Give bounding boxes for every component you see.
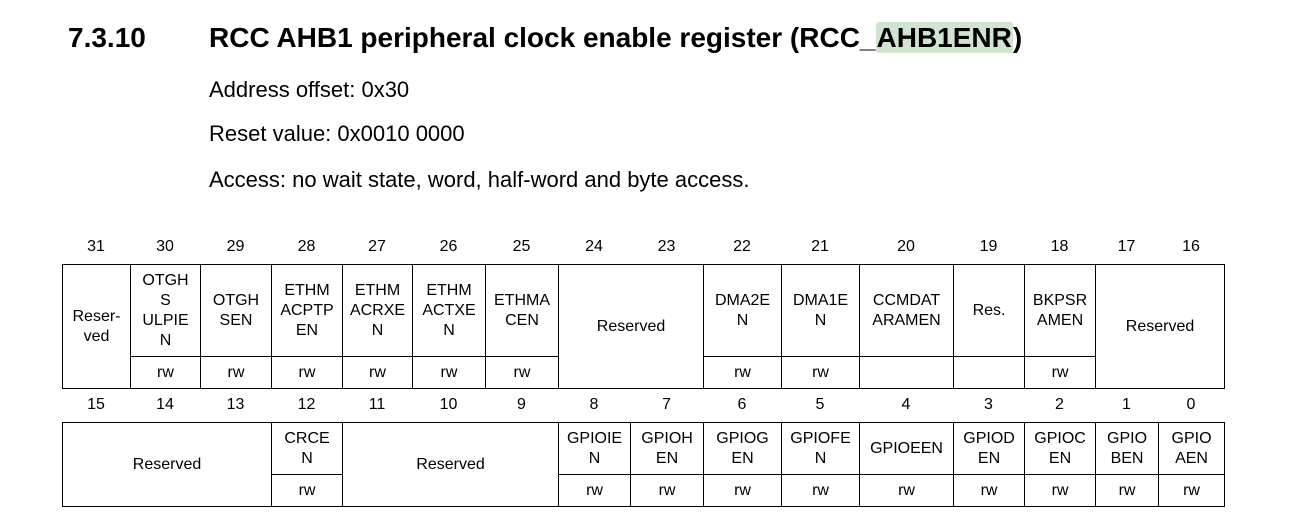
access-gpiocen: rw [1024,474,1097,507]
field-ethmacptpen: ETHM ACPTP EN [271,264,343,357]
field-ethmacen: ETHMA CEN [485,264,559,357]
field-otghsulpien: OTGH S ULPIE N [130,264,201,357]
bit-number-28: 28 [297,238,316,255]
field-reserved-15-13: Reserved [61,422,273,507]
bit-number-31: 31 [87,238,105,255]
access-text: Access: no wait state, word, half-word a… [209,167,750,192]
bit-number-6: 6 [737,396,747,413]
bit-number-22: 22 [733,238,751,255]
field-gpiogen: GPIOG EN [703,422,783,475]
access-gpiofen: rw [781,474,861,507]
bit-number-11: 11 [368,396,386,413]
address-offset-text: Address offset: 0x30 [209,77,410,102]
field-gpiohen: GPIOH EN [630,422,705,475]
access-bkpsramen: rw [1024,356,1097,389]
field-otghsen: OTGH SEN [200,264,272,357]
field-reserved-24-23: Reserved [557,264,705,389]
field-gpiocen: GPIOC EN [1024,422,1097,475]
access-dma2en: rw [703,356,783,389]
access-dma1en: rw [781,356,861,389]
field-bkpsramen: BKPSR AMEN [1024,264,1097,357]
field-gpioeen: GPIOEEN [859,422,955,475]
bit-number-9: 9 [517,396,526,413]
field-gpioien: GPIOIE N [558,422,632,475]
access-ethmacrxen: rw [342,356,413,389]
bit-number-13: 13 [226,396,245,413]
access-ethmacen: rw [485,356,559,389]
access-ccmdataramen [859,356,955,389]
bit-number-18: 18 [1050,238,1069,255]
access-gpioaen: rw [1158,474,1226,507]
bit-number-1: 1 [1122,396,1131,413]
bit-number-19: 19 [979,238,998,255]
bit-number-24: 24 [585,238,603,255]
field-gpioden: GPIOD EN [953,422,1026,475]
access-ethmacptpen: rw [271,356,343,389]
bit-number-20: 20 [897,238,915,255]
field-reserved-11-9: Reserved [342,422,560,507]
section-number: 7.3.10 [68,22,146,53]
section-title: RCC AHB1 peripheral clock enable registe… [209,22,1022,54]
access-reserved-19 [953,356,1026,389]
bit-number-row-lower: 15 14 13 12 11 10 9 8 7 6 5 4 3 2 1 0 [62,396,1224,416]
bit-number-7: 7 [662,396,671,413]
access-gpiogen: rw [703,474,783,507]
access-gpioien: rw [558,474,632,507]
field-ethmacrxen: ETHM ACRXE N [342,264,413,357]
access-ethmactxen: rw [412,356,486,389]
field-ccmdataramen: CCMDAT ARAMEN [859,264,955,357]
reset-value-text: Reset value: 0x0010 0000 [209,121,465,146]
bit-number-15: 15 [87,396,105,413]
bit-number-3: 3 [984,396,993,413]
bit-number-30: 30 [156,238,174,255]
field-gpioaen: GPIO AEN [1158,422,1226,475]
field-reserved-31: Reser-ved [62,264,131,389]
access-crcen: rw [271,474,344,507]
bit-number-4: 4 [901,396,911,413]
bit-number-26: 26 [439,238,458,255]
bit-number-21: 21 [811,238,829,255]
bit-number-0: 0 [1186,396,1196,413]
bit-number-27: 27 [368,238,386,255]
register-table-upper: Reser-ved OTGH S ULPIE N OTGH SEN ETHM ACPTP E… [62,264,1226,389]
register-table-lower: Reserved CRCE N Reserved GPIOIE N GPIOH EN … [61,422,1226,507]
title-prefix: RCC AHB1 peripheral clock enable registe… [209,22,876,53]
field-gpiofen: GPIOFE N [781,422,861,475]
bit-number-17: 17 [1117,238,1136,255]
field-dma2en: DMA2E N [703,264,783,357]
bit-number-row-upper: 31 30 29 28 27 26 25 24 23 22 21 20 19 18 17 16 [62,238,1224,258]
title-highlight[interactable]: AHB1ENR [875,22,1013,53]
bit-number-29: 29 [226,238,245,255]
access-gpioeen: rw [859,474,955,507]
field-ethmactxen: ETHM ACTXE N [412,264,486,357]
bit-number-14: 14 [156,396,174,413]
access-otghsen: rw [200,356,272,389]
bit-number-10: 10 [439,396,458,413]
title-suffix: ) [1012,22,1023,53]
field-reserved-17-16: Reserved [1095,264,1226,389]
field-reserved-19: Res. [953,264,1026,357]
bit-number-16: 16 [1182,238,1200,255]
access-otghsulpien: rw [130,356,201,389]
bit-number-5: 5 [815,396,825,413]
field-crcen: CRCE N [271,422,344,475]
field-gpioben: GPIO BEN [1095,422,1160,475]
access-gpioden: rw [953,474,1026,507]
access-gpiohen: rw [630,474,705,507]
bit-number-12: 12 [297,396,316,413]
bit-number-2: 2 [1055,396,1064,413]
bit-number-23: 23 [657,238,676,255]
bit-number-8: 8 [589,396,599,413]
access-gpioben: rw [1095,474,1160,507]
bit-number-25: 25 [512,238,531,255]
field-dma1en: DMA1E N [781,264,861,357]
